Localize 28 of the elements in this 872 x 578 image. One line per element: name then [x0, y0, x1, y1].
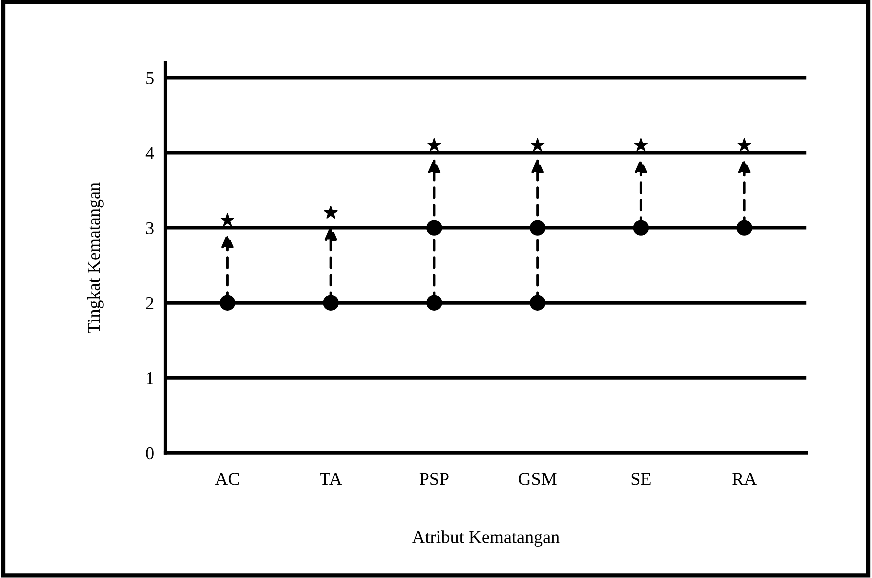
y-tick-label: 2: [146, 297, 154, 310]
y-tick-label: 3: [146, 222, 154, 235]
point: [634, 138, 648, 152]
point: [426, 295, 442, 311]
y-axis-title: Tingkat Kematangan: [87, 182, 104, 334]
point: [220, 213, 234, 226]
y-tick-label: 1: [147, 372, 154, 384]
x-tick-label: PSP: [420, 473, 449, 486]
y-tick-label: 0: [146, 447, 154, 460]
point: [428, 138, 442, 152]
y-tick-label: 4: [146, 147, 154, 160]
y-tick-label: 5: [146, 72, 154, 84]
point: [633, 220, 650, 236]
point: [220, 295, 236, 311]
point: [531, 138, 545, 152]
x-tick-label: AC: [215, 473, 240, 486]
x-tick-label: TA: [320, 473, 342, 486]
x-tick-label: SE: [632, 473, 651, 486]
point: [738, 138, 752, 152]
x-axis-title: Atribut Kematangan: [412, 530, 560, 548]
point: [323, 295, 339, 311]
point: [530, 295, 546, 311]
x-tick-label: GSM: [519, 473, 557, 486]
point: [324, 206, 338, 219]
point: [736, 220, 752, 236]
point: [426, 220, 442, 236]
point: [530, 220, 546, 236]
x-tick-label: RA: [732, 473, 757, 486]
